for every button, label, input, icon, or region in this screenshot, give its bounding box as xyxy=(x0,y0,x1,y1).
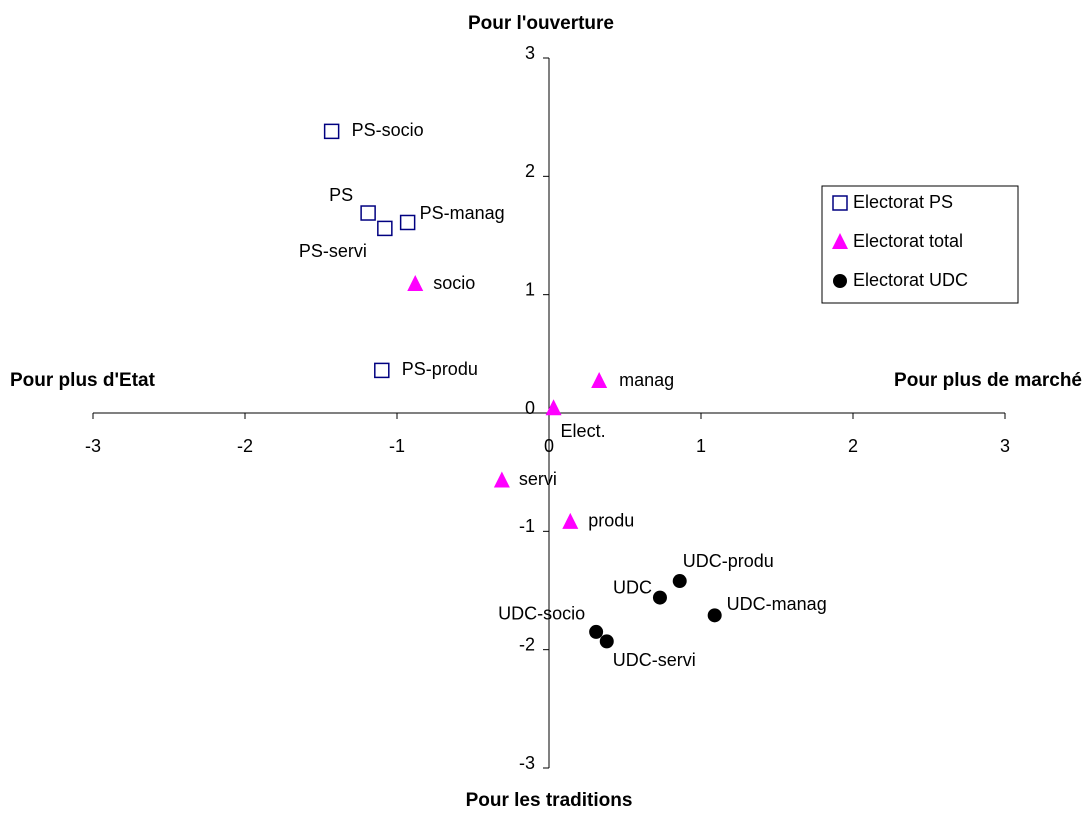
point xyxy=(589,624,604,639)
y-tick-label: -2 xyxy=(519,634,535,654)
point-label: PS-produ xyxy=(402,359,478,379)
legend-marker xyxy=(832,233,848,249)
point xyxy=(591,372,608,389)
legend-label: Electorat total xyxy=(853,231,963,251)
point-label: Elect. xyxy=(561,421,606,441)
axis-label-top: Pour l'ouverture xyxy=(468,13,614,34)
point xyxy=(407,275,424,292)
point-label: UDC-servi xyxy=(613,650,696,670)
point xyxy=(652,590,667,605)
axis-label-bottom: Pour les traditions xyxy=(466,790,633,811)
point-label: UDC xyxy=(613,577,652,597)
x-tick-label: 1 xyxy=(696,436,706,456)
point-label: PS-socio xyxy=(352,120,424,140)
point-label: produ xyxy=(588,511,634,531)
point xyxy=(672,574,687,589)
point xyxy=(399,214,416,231)
point xyxy=(360,205,376,221)
legend-label: Electorat UDC xyxy=(853,270,968,290)
x-tick-label: 2 xyxy=(848,436,858,456)
y-tick-label: 2 xyxy=(525,161,535,181)
point xyxy=(707,608,722,623)
legend-label: Electorat PS xyxy=(853,192,953,212)
axis-label-right: Pour plus de marché xyxy=(894,370,1082,391)
point-label: manag xyxy=(619,370,674,390)
point-label: UDC-socio xyxy=(498,604,585,624)
legend-box xyxy=(821,185,1019,304)
point xyxy=(493,471,510,488)
point-label: PS xyxy=(329,185,353,205)
y-tick-label: 1 xyxy=(525,279,535,299)
y-tick-label: 0 xyxy=(525,398,535,418)
axis-label-left: Pour plus d'Etat xyxy=(10,370,156,391)
y-tick-label: -3 xyxy=(519,753,535,773)
point-label: PS-manag xyxy=(420,203,505,223)
legend-marker xyxy=(833,274,847,288)
point-label: servi xyxy=(519,469,557,489)
x-tick-label: -3 xyxy=(85,436,101,456)
point xyxy=(562,512,579,529)
point xyxy=(599,634,614,649)
y-tick-label: 3 xyxy=(525,43,535,63)
point-label: PS-servi xyxy=(299,241,367,261)
point xyxy=(323,123,340,140)
x-tick-label: -1 xyxy=(389,436,405,456)
point-label: socio xyxy=(433,273,475,293)
point xyxy=(374,362,390,379)
point-label: UDC-manag xyxy=(727,594,827,614)
x-tick-label: -2 xyxy=(237,436,253,456)
point-label: UDC-produ xyxy=(683,551,774,571)
y-tick-label: -1 xyxy=(519,516,535,536)
x-tick-label: 3 xyxy=(1000,436,1010,456)
legend-marker xyxy=(832,195,848,211)
point xyxy=(545,399,562,416)
x-tick-label: 0 xyxy=(544,436,554,456)
point xyxy=(377,220,393,237)
